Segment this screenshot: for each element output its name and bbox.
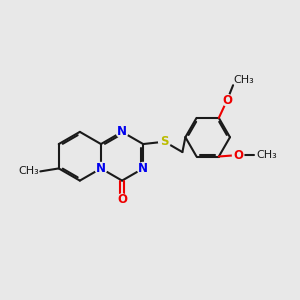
Circle shape	[221, 94, 233, 106]
Text: CH₃: CH₃	[256, 150, 277, 160]
Circle shape	[116, 126, 128, 138]
Text: N: N	[138, 162, 148, 175]
Text: CH₃: CH₃	[233, 75, 254, 85]
Text: O: O	[233, 148, 243, 161]
Circle shape	[137, 163, 149, 174]
Text: O: O	[222, 94, 232, 106]
Circle shape	[159, 136, 170, 148]
Text: O: O	[117, 194, 127, 206]
Circle shape	[116, 194, 128, 206]
Circle shape	[95, 163, 107, 174]
Text: CH₃: CH₃	[18, 167, 39, 176]
Circle shape	[232, 149, 244, 161]
Text: N: N	[96, 162, 106, 175]
Text: S: S	[160, 135, 169, 148]
Text: N: N	[117, 125, 127, 138]
